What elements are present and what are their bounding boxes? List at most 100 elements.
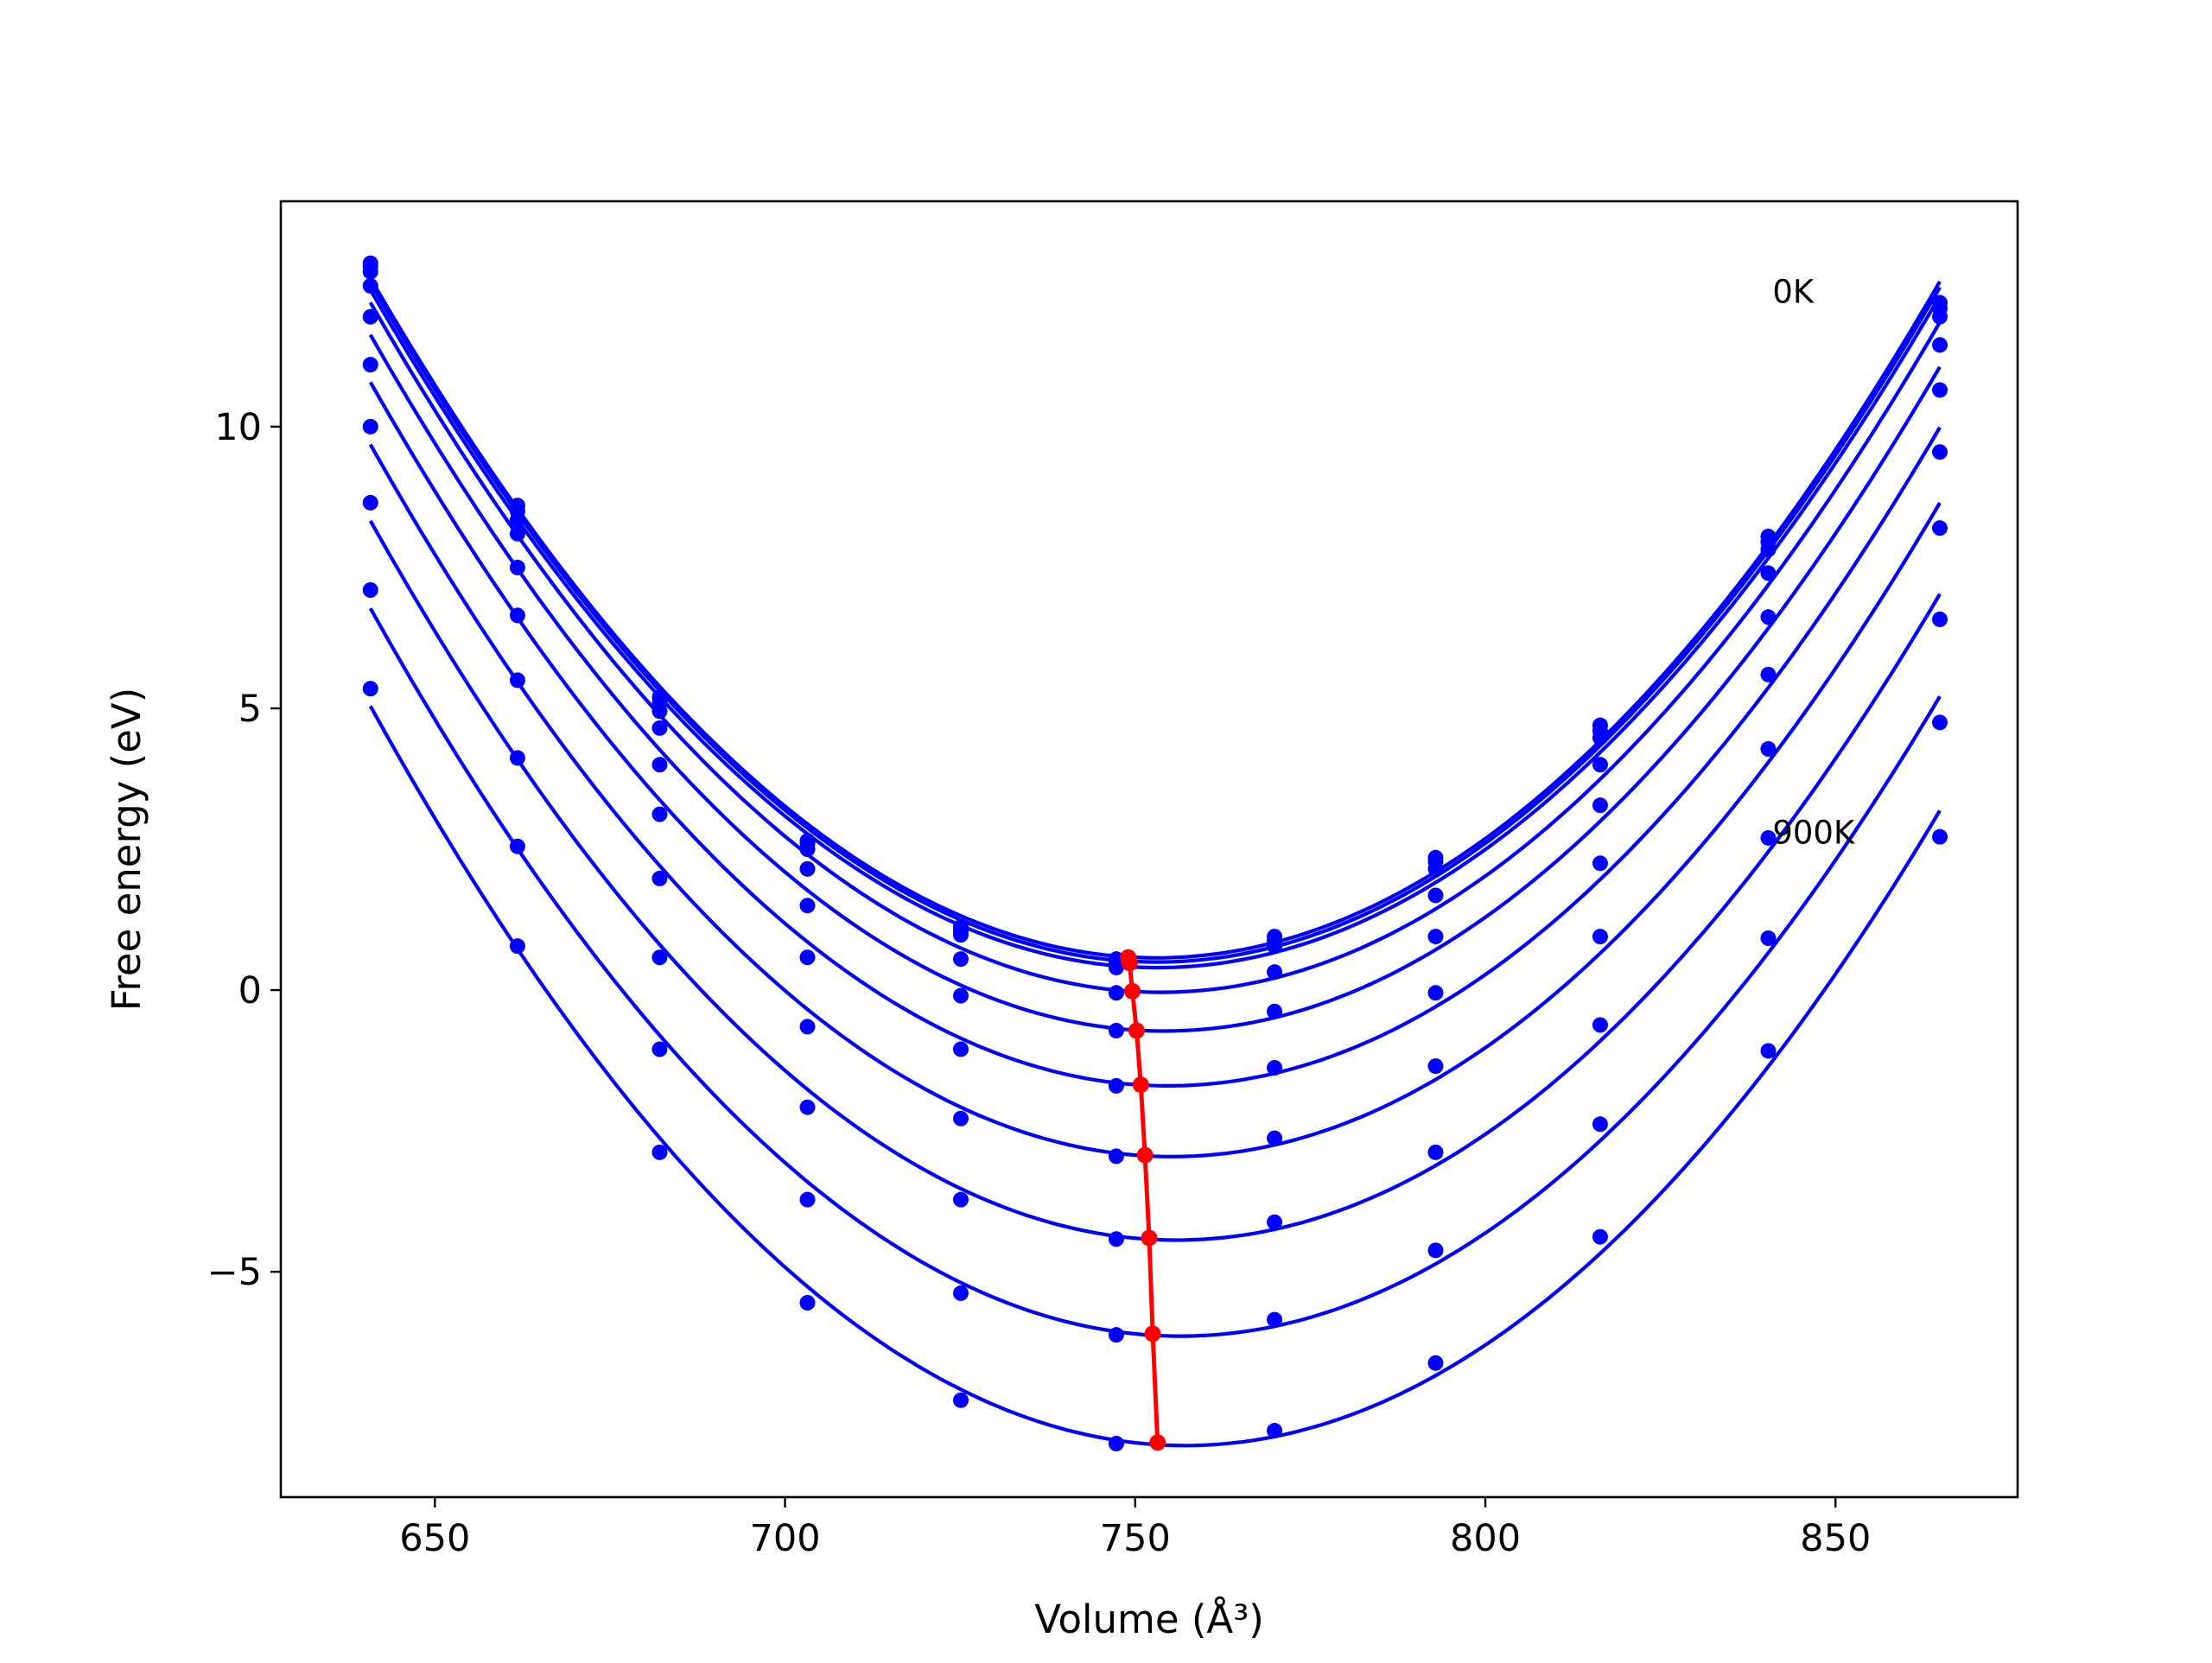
series-line-0 — [368, 276, 1942, 960]
data-point-s9-0 — [362, 681, 378, 697]
data-point-s4-0 — [362, 308, 378, 325]
data-point-s5-7 — [1427, 985, 1444, 1001]
data-point-s9-2 — [652, 1144, 668, 1160]
data-point-s4-1 — [509, 559, 525, 575]
data-point-s4-4 — [952, 987, 969, 1004]
data-point-s3-4 — [952, 951, 969, 968]
data-point-s3-6 — [1267, 964, 1283, 981]
data-point-s5-6 — [1267, 1060, 1283, 1076]
data-point-s5-3 — [799, 949, 816, 966]
data-point-s3-9 — [1760, 565, 1777, 581]
data-point-s8-4 — [952, 1285, 969, 1301]
data-point-s6-8 — [1592, 929, 1608, 945]
y-tick-label-3: 10 — [214, 406, 262, 449]
series-line-2 — [368, 289, 1942, 970]
data-point-s7-10 — [1932, 611, 1948, 627]
minimum-point-5 — [1136, 1146, 1154, 1164]
data-point-s2-1 — [509, 511, 525, 528]
data-point-s5-4 — [952, 1041, 969, 1057]
data-point-s7-2 — [652, 949, 668, 966]
data-point-s8-3 — [799, 1191, 816, 1208]
series-line-3 — [368, 301, 1942, 994]
series-line-4 — [368, 333, 1942, 1033]
data-point-s6-0 — [362, 418, 378, 435]
annotation-900k: 900K — [1772, 814, 1856, 851]
data-point-s4-10 — [1932, 382, 1948, 398]
series-line-1 — [368, 281, 1942, 964]
data-point-s5-2 — [652, 806, 668, 822]
data-point-s8-2 — [652, 1041, 668, 1057]
data-point-s5-5 — [1108, 1077, 1124, 1094]
data-point-s3-5 — [1108, 985, 1124, 1001]
data-point-s7-8 — [1592, 1017, 1608, 1033]
data-point-s9-1 — [509, 938, 525, 955]
data-point-s2-4 — [952, 927, 969, 943]
data-point-s8-1 — [509, 838, 525, 854]
x-tick-label-750: 750 — [1100, 1517, 1171, 1560]
x-tick-label-700: 700 — [750, 1517, 821, 1560]
x-tick-label-800: 800 — [1450, 1517, 1521, 1560]
data-point-s3-7 — [1427, 887, 1444, 904]
data-point-s5-9 — [1760, 666, 1777, 682]
y-tick-label-0: −5 — [207, 1251, 262, 1294]
data-point-s3-8 — [1592, 757, 1608, 773]
data-point-s4-9 — [1760, 609, 1777, 625]
data-point-s4-7 — [1427, 929, 1444, 945]
data-point-s5-8 — [1592, 855, 1608, 872]
data-point-s6-5 — [1108, 1148, 1124, 1165]
data-point-s8-7 — [1427, 1242, 1444, 1259]
data-point-s4-8 — [1592, 797, 1608, 814]
data-point-s2-8 — [1592, 729, 1608, 746]
annotation-0k: 0K — [1772, 273, 1815, 310]
x-axis-ticks: 650 700 750 800 850 — [399, 1497, 1871, 1560]
minimum-point-1 — [1121, 955, 1138, 972]
data-point-s7-5 — [1108, 1231, 1124, 1247]
data-point-s6-10 — [1932, 520, 1948, 536]
data-point-s9-7 — [1427, 1355, 1444, 1371]
data-point-s9-10 — [1932, 828, 1948, 845]
data-point-s4-5 — [1108, 1023, 1124, 1038]
data-point-s6-2 — [652, 870, 668, 886]
data-point-s2-6 — [1267, 938, 1283, 955]
x-axis-label: Volume (Å³) — [1034, 1596, 1264, 1642]
data-point-s9-3 — [799, 1295, 816, 1311]
data-point-s5-10 — [1932, 444, 1948, 460]
data-point-s9-6 — [1267, 1423, 1283, 1439]
data-point-s2-5 — [1108, 959, 1124, 975]
data-point-s9-9 — [1760, 1043, 1777, 1059]
data-point-s2-10 — [1932, 308, 1948, 325]
data-point-s3-1 — [509, 525, 525, 542]
data-point-s8-5 — [1108, 1327, 1124, 1343]
data-point-s4-3 — [799, 898, 816, 914]
data-point-s7-9 — [1760, 829, 1777, 846]
minimum-point-8 — [1149, 1434, 1166, 1451]
data-point-s3-10 — [1932, 337, 1948, 353]
data-point-s7-4 — [952, 1191, 969, 1208]
data-point-s6-7 — [1427, 1058, 1444, 1075]
x-tick-label-850: 850 — [1800, 1517, 1871, 1560]
y-axis-label: Free energy (eV) — [104, 688, 149, 1011]
data-point-s8-6 — [1267, 1311, 1283, 1328]
data-point-s4-6 — [1267, 1003, 1283, 1019]
minima-layer — [1120, 949, 1166, 1451]
data-point-s5-1 — [509, 607, 525, 624]
data-point-s3-0 — [362, 277, 378, 294]
minimum-point-7 — [1144, 1325, 1161, 1342]
plot-frame — [279, 200, 2019, 1499]
minimum-point-2 — [1124, 982, 1141, 1000]
data-point-s2-7 — [1427, 860, 1444, 877]
data-point-s6-4 — [952, 1110, 969, 1127]
data-point-s7-7 — [1427, 1144, 1444, 1160]
data-point-s7-6 — [1267, 1214, 1283, 1230]
data-point-s6-9 — [1760, 740, 1777, 757]
data-point-s8-10 — [1932, 714, 1948, 731]
data-point-s2-2 — [652, 703, 668, 720]
x-tick-label-650: 650 — [399, 1517, 470, 1560]
minimum-point-4 — [1132, 1076, 1149, 1094]
data-point-s7-0 — [362, 494, 378, 511]
curves-layer — [362, 255, 1948, 1452]
data-point-s5-0 — [362, 357, 378, 373]
